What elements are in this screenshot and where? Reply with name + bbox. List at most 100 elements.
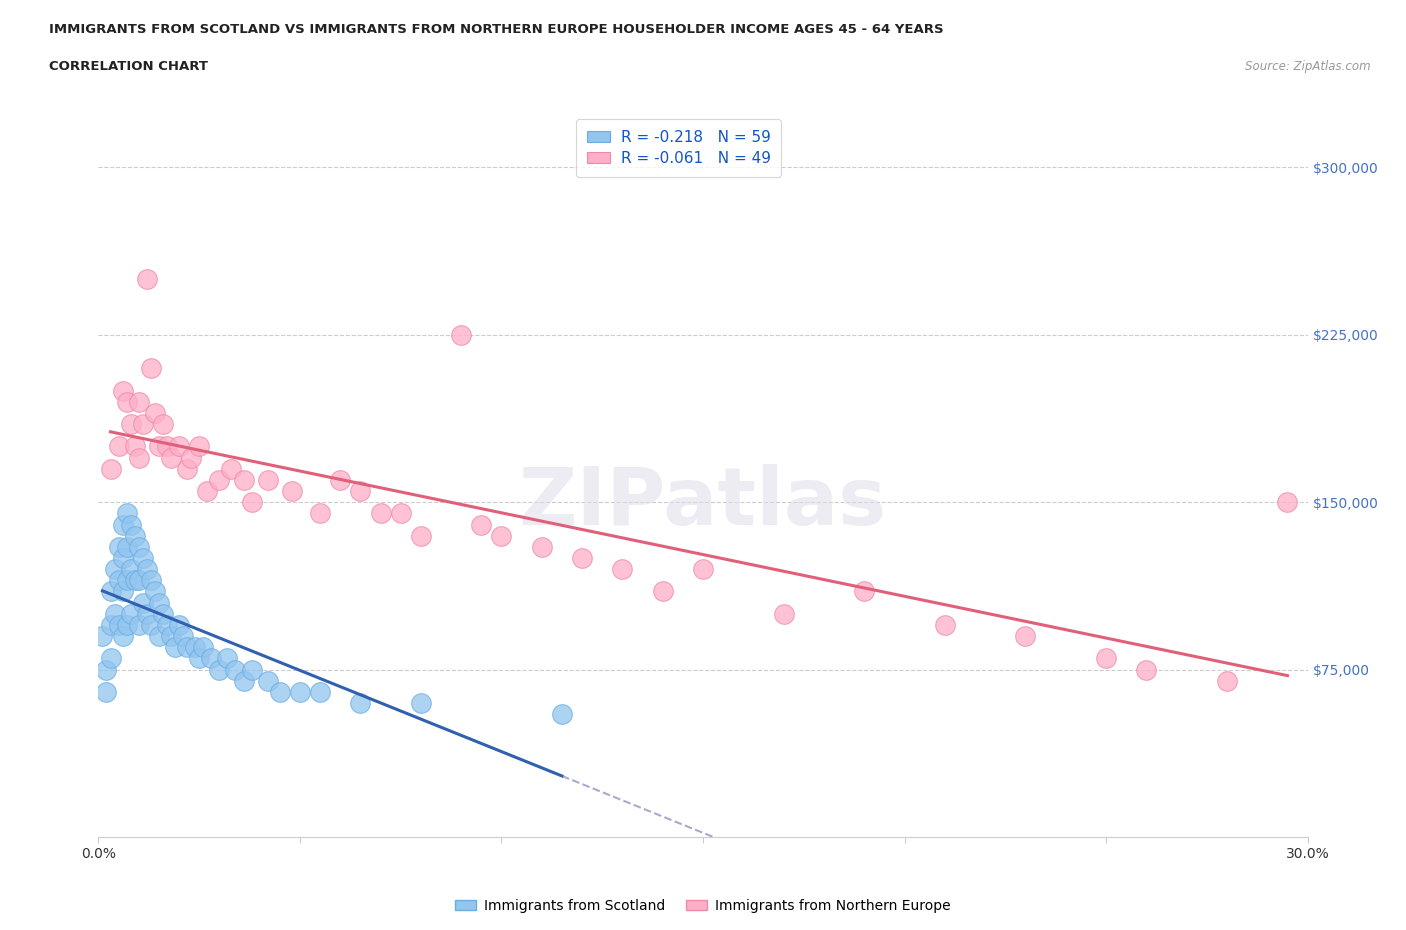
- Point: [172, 629, 194, 644]
- Point: [132, 595, 155, 610]
- Point: [103, 606, 125, 621]
- Point: [349, 484, 371, 498]
- Point: [143, 584, 166, 599]
- Point: [217, 651, 239, 666]
- Point: [1095, 651, 1118, 666]
- Point: [208, 472, 231, 487]
- Point: [167, 618, 190, 632]
- Point: [692, 562, 714, 577]
- Point: [193, 640, 215, 655]
- Point: [148, 439, 170, 454]
- Point: [115, 618, 138, 632]
- Point: [329, 472, 352, 487]
- Point: [409, 696, 432, 711]
- Point: [224, 662, 246, 677]
- Point: [115, 573, 138, 588]
- Point: [135, 272, 157, 286]
- Point: [208, 662, 231, 677]
- Point: [111, 584, 134, 599]
- Point: [103, 562, 125, 577]
- Point: [120, 417, 142, 432]
- Point: [115, 394, 138, 409]
- Point: [100, 461, 122, 476]
- Point: [188, 439, 211, 454]
- Point: [188, 651, 211, 666]
- Point: [232, 673, 254, 688]
- Point: [167, 439, 190, 454]
- Point: [100, 584, 122, 599]
- Point: [281, 484, 304, 498]
- Point: [128, 450, 150, 465]
- Point: [853, 584, 876, 599]
- Point: [96, 662, 118, 677]
- Point: [128, 394, 150, 409]
- Point: [309, 506, 332, 521]
- Point: [139, 618, 162, 632]
- Text: CORRELATION CHART: CORRELATION CHART: [49, 60, 208, 73]
- Point: [139, 573, 162, 588]
- Point: [128, 573, 150, 588]
- Point: [200, 651, 222, 666]
- Point: [309, 684, 332, 699]
- Point: [132, 551, 155, 565]
- Point: [221, 461, 243, 476]
- Point: [135, 562, 157, 577]
- Point: [111, 383, 134, 398]
- Point: [107, 539, 129, 554]
- Point: [100, 618, 122, 632]
- Point: [240, 662, 263, 677]
- Point: [530, 539, 553, 554]
- Point: [107, 573, 129, 588]
- Point: [195, 484, 218, 498]
- Point: [100, 651, 122, 666]
- Point: [152, 417, 174, 432]
- Point: [160, 450, 183, 465]
- Legend: Immigrants from Scotland, Immigrants from Northern Europe: Immigrants from Scotland, Immigrants fro…: [450, 894, 956, 919]
- Point: [107, 618, 129, 632]
- Point: [176, 640, 198, 655]
- Point: [120, 562, 142, 577]
- Point: [1216, 673, 1239, 688]
- Point: [1277, 495, 1299, 510]
- Point: [160, 629, 183, 644]
- Point: [128, 539, 150, 554]
- Point: [409, 528, 432, 543]
- Point: [115, 539, 138, 554]
- Point: [1135, 662, 1157, 677]
- Point: [143, 405, 166, 420]
- Point: [135, 606, 157, 621]
- Point: [124, 573, 146, 588]
- Point: [148, 629, 170, 644]
- Point: [115, 506, 138, 521]
- Legend: R = -0.218   N = 59, R = -0.061   N = 49: R = -0.218 N = 59, R = -0.061 N = 49: [576, 119, 782, 177]
- Point: [491, 528, 513, 543]
- Point: [91, 629, 114, 644]
- Point: [111, 517, 134, 532]
- Point: [148, 595, 170, 610]
- Point: [152, 606, 174, 621]
- Point: [163, 640, 186, 655]
- Text: ZIPatlas: ZIPatlas: [519, 464, 887, 542]
- Point: [120, 517, 142, 532]
- Point: [571, 551, 593, 565]
- Point: [349, 696, 371, 711]
- Point: [156, 439, 179, 454]
- Point: [288, 684, 311, 699]
- Point: [139, 361, 162, 376]
- Text: Source: ZipAtlas.com: Source: ZipAtlas.com: [1246, 60, 1371, 73]
- Point: [180, 450, 202, 465]
- Point: [176, 461, 198, 476]
- Point: [124, 528, 146, 543]
- Point: [269, 684, 291, 699]
- Point: [232, 472, 254, 487]
- Point: [128, 618, 150, 632]
- Point: [389, 506, 412, 521]
- Point: [156, 618, 179, 632]
- Point: [132, 417, 155, 432]
- Point: [184, 640, 207, 655]
- Point: [96, 684, 118, 699]
- Point: [370, 506, 392, 521]
- Point: [124, 439, 146, 454]
- Point: [551, 707, 574, 722]
- Point: [111, 551, 134, 565]
